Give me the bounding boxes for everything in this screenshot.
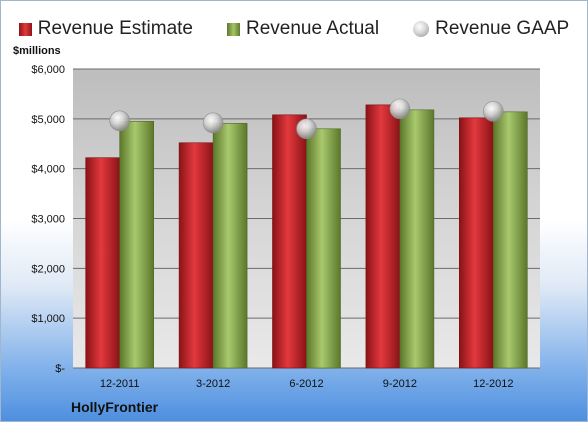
legend-label-revenue-actual: Revenue Actual [246, 18, 380, 39]
legend: Revenue Estimate Revenue Actual Revenue … [1, 15, 587, 43]
x-tick-label: 12-2012 [473, 378, 513, 390]
legend-item-revenue-estimate: Revenue Estimate [18, 18, 193, 40]
marker-revenue-gaap [389, 98, 411, 120]
bar-revenue-actual [212, 123, 248, 369]
marker-revenue-gaap [296, 118, 317, 140]
legend-item-revenue-gaap: Revenue GAAP [413, 18, 569, 40]
bar-revenue-actual [399, 109, 435, 369]
gaap-markers [109, 98, 504, 140]
marker-revenue-gaap [109, 110, 130, 132]
bar-revenue-estimate [178, 142, 214, 369]
y-tick-label: $4,000 [31, 164, 65, 176]
marker-revenue-gaap [202, 112, 224, 134]
y-tick-label: $5,000 [31, 114, 65, 126]
y-tick-label: $1,000 [31, 313, 65, 325]
y-tick-label: $6,000 [31, 64, 65, 76]
legend-swatch-revenue-actual [227, 22, 240, 36]
bar-revenue-estimate [85, 157, 120, 369]
unit-label: $millions [13, 45, 61, 57]
y-tick-label: $2,000 [31, 263, 65, 275]
y-tick-label: $3,000 [31, 214, 65, 226]
legend-label-revenue-gaap: Revenue GAAP [435, 18, 570, 39]
bar-revenue-actual [119, 121, 154, 369]
bar-revenue-estimate [272, 114, 307, 369]
x-tick-label: 3-2012 [196, 378, 230, 390]
y-tick-label: $- [55, 363, 65, 375]
bars [85, 104, 528, 369]
legend-item-revenue-actual: Revenue Actual [227, 18, 379, 40]
legend-label-revenue-estimate: Revenue Estimate [37, 18, 193, 39]
x-tick-label: 6-2012 [289, 378, 323, 390]
marker-revenue-gaap [482, 101, 504, 122]
x-axis: 12-2011 3-2012 6-2012 9-2012 12-2012 [100, 378, 514, 390]
company-label: HollyFrontier [71, 399, 159, 415]
bar-revenue-actual [492, 111, 528, 369]
legend-swatch-revenue-gaap [413, 21, 430, 37]
bar-revenue-actual [306, 128, 341, 369]
y-axis: $- $1,000 $2,000 $3,000 $4,000 $5,000 $6,000 [31, 64, 65, 375]
legend-swatch-revenue-estimate [18, 22, 32, 36]
x-tick-label: 9-2012 [383, 378, 417, 390]
bar-revenue-estimate [458, 117, 494, 369]
x-tick-label: 12-2011 [100, 378, 140, 390]
bar-revenue-estimate [365, 104, 401, 369]
